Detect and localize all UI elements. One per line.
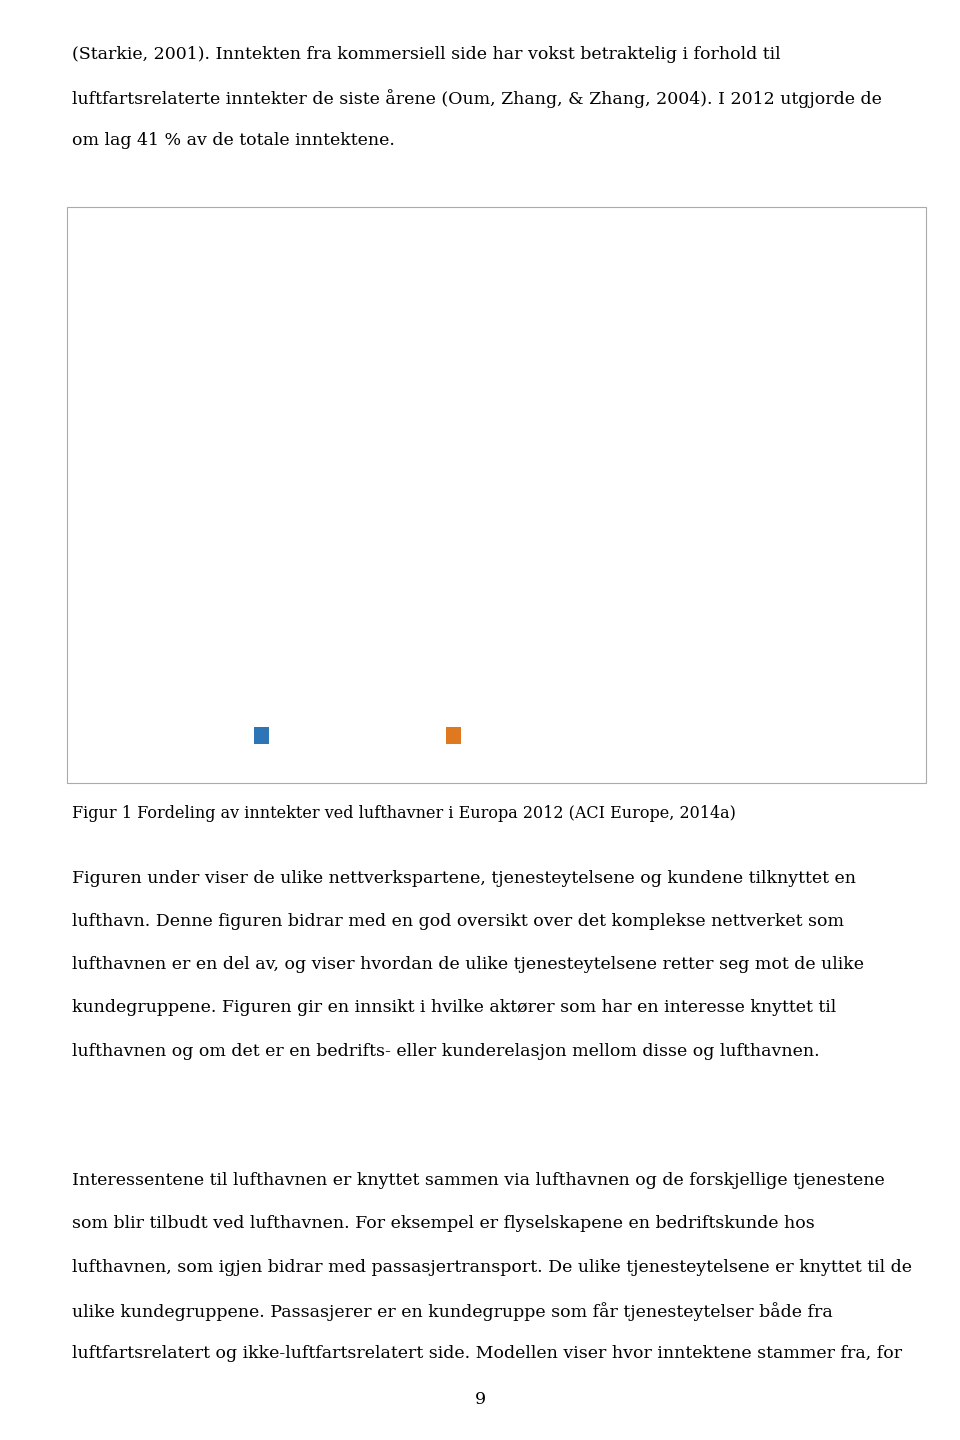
Text: Interessentene til lufthavnen er knyttet sammen via lufthavnen og de forskjellig: Interessentene til lufthavnen er knyttet…: [72, 1172, 885, 1189]
Text: ulike kundegruppene. Passasjerer er en kundegruppe som får tjenesteytelser både : ulike kundegruppene. Passasjerer er en k…: [72, 1302, 832, 1320]
Text: kundegruppene. Figuren gir en innsikt i hvilke aktører som har en interesse knyt: kundegruppene. Figuren gir en innsikt i …: [72, 999, 836, 1017]
Wedge shape: [265, 321, 480, 635]
Text: luftfartsrelatert og ikke-luftfartsrelatert side. Modellen viser hvor inntektene: luftfartsrelatert og ikke-luftfartsrelat…: [72, 1345, 902, 1362]
Text: Kommersiell inntekt: Kommersiell inntekt: [276, 727, 443, 744]
Text: som blir tilbudt ved lufthavnen. For eksempel er flyselskapene en bedriftskunde : som blir tilbudt ved lufthavnen. For eks…: [72, 1215, 815, 1233]
Text: (Starkie, 2001). Inntekten fra kommersiell side har vokst betraktelig i forhold : (Starkie, 2001). Inntekten fra kommersie…: [72, 46, 780, 63]
Text: lufthavnen er en del av, og viser hvordan de ulike tjenesteytelsene retter seg m: lufthavnen er en del av, og viser hvorda…: [72, 956, 864, 973]
Text: lufthavnen og om det er en bedrifts- eller kunderelasjon mellom disse og lufthav: lufthavnen og om det er en bedrifts- ell…: [72, 1043, 820, 1060]
Text: luftfartsrelaterte inntekter de siste årene (Oum, Zhang, & Zhang, 2004). I 2012 : luftfartsrelaterte inntekter de siste år…: [72, 89, 882, 108]
Wedge shape: [365, 321, 695, 661]
Text: 9: 9: [474, 1391, 486, 1408]
Text: lufthavnen, som igjen bidrar med passasjertransport. De ulike tjenesteytelsene e: lufthavnen, som igjen bidrar med passasj…: [72, 1259, 912, 1276]
Text: Figuren under viser de ulike nettverkspartene, tjenesteytelsene og kundene tilkn: Figuren under viser de ulike nettverkspa…: [72, 870, 856, 887]
Text: Figur 1 Fordeling av inntekter ved lufthavner i Europa 2012 (ACI Europe, 2014a): Figur 1 Fordeling av inntekter ved lufth…: [72, 805, 736, 822]
Text: Luftfartsrealtert inntekt: Luftfartsrealtert inntekt: [468, 727, 665, 744]
Text: lufthavn. Denne figuren bidrar med en god oversikt over det komplekse nettverket: lufthavn. Denne figuren bidrar med en go…: [72, 913, 844, 930]
Text: om lag 41 % av de totale inntektene.: om lag 41 % av de totale inntektene.: [72, 132, 395, 150]
Text: Fordelingen av totale inntekter ved Europeiske lufthavner i 2012: Fordelingen av totale inntekter ved Euro…: [82, 236, 702, 253]
